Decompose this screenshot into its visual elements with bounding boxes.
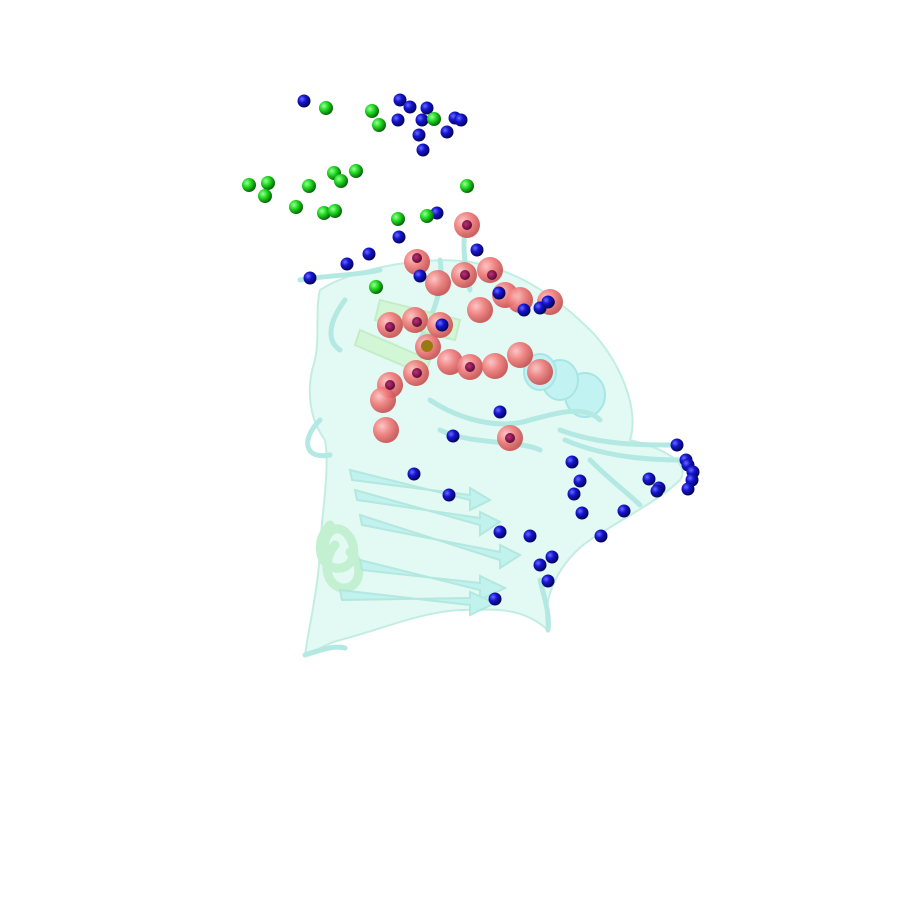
red-atom-sphere bbox=[370, 387, 396, 413]
blue-atom-sphere bbox=[340, 257, 354, 271]
green-atom-sphere bbox=[420, 209, 434, 223]
red-atom-sphere bbox=[482, 353, 508, 379]
red-sphere-cluster bbox=[370, 212, 563, 451]
green-atom-sphere bbox=[319, 101, 333, 115]
green-atom-sphere bbox=[302, 179, 316, 193]
blue-atom-sphere bbox=[446, 429, 460, 443]
red-atom-sphere bbox=[467, 297, 493, 323]
red-atom-sphere bbox=[425, 270, 451, 296]
blue-atom-sphere bbox=[297, 94, 311, 108]
green-atom-sphere bbox=[242, 178, 256, 192]
blue-atom-sphere bbox=[523, 529, 537, 543]
blue-atom-sphere bbox=[470, 243, 484, 257]
magenta-atom-center bbox=[487, 270, 497, 280]
blue-atom-sphere bbox=[517, 303, 531, 317]
blue-atom-sphere bbox=[573, 474, 587, 488]
blue-atom-sphere bbox=[435, 318, 449, 332]
green-atom-sphere bbox=[372, 118, 386, 132]
magenta-atom-center bbox=[462, 220, 472, 230]
green-atom-sphere bbox=[369, 280, 383, 294]
magenta-atom-center bbox=[385, 380, 395, 390]
green-atom-sphere bbox=[258, 189, 272, 203]
green-atom-sphere bbox=[334, 174, 348, 188]
blue-atom-sphere bbox=[362, 247, 376, 261]
blue-atom-sphere bbox=[412, 128, 426, 142]
blue-atom-sphere bbox=[454, 113, 468, 127]
blue-atom-sphere bbox=[617, 504, 631, 518]
blue-atom-sphere bbox=[407, 467, 421, 481]
blue-atom-sphere bbox=[413, 269, 427, 283]
blue-atom-sphere bbox=[642, 472, 656, 486]
blue-atom-sphere bbox=[545, 550, 559, 564]
blue-atom-sphere bbox=[575, 506, 589, 520]
blue-atom-sphere bbox=[416, 143, 430, 157]
green-atom-sphere bbox=[391, 212, 405, 226]
blue-atom-sphere bbox=[493, 405, 507, 419]
blue-atom-sphere bbox=[681, 482, 695, 496]
blue-atom-sphere bbox=[565, 455, 579, 469]
blue-atom-sphere bbox=[403, 100, 417, 114]
red-atom-sphere bbox=[373, 417, 399, 443]
blue-atom-sphere bbox=[393, 93, 407, 107]
green-atom-sphere bbox=[328, 204, 342, 218]
blue-atom-sphere bbox=[541, 295, 555, 309]
blue-atom-sphere bbox=[392, 230, 406, 244]
blue-atom-sphere bbox=[492, 286, 506, 300]
magenta-atom-center bbox=[412, 368, 422, 378]
magenta-atom-center bbox=[465, 362, 475, 372]
red-atom-sphere bbox=[527, 359, 553, 385]
green-atom-sphere bbox=[365, 104, 379, 118]
green-sphere-cluster bbox=[242, 101, 474, 294]
blue-atom-sphere bbox=[541, 574, 555, 588]
green-atom-sphere bbox=[261, 176, 275, 190]
green-atom-sphere bbox=[427, 112, 441, 126]
blue-atom-sphere bbox=[567, 487, 581, 501]
blue-atom-sphere bbox=[440, 125, 454, 139]
green-atom-sphere bbox=[317, 206, 331, 220]
blue-sphere-cluster bbox=[297, 93, 700, 606]
gold-atom-center bbox=[421, 340, 433, 352]
red-atom-sphere bbox=[437, 349, 463, 375]
blue-atom-sphere bbox=[594, 529, 608, 543]
green-atom-sphere bbox=[289, 200, 303, 214]
green-atom-sphere bbox=[460, 179, 474, 193]
red-atom-sphere bbox=[507, 342, 533, 368]
blue-atom-sphere bbox=[493, 525, 507, 539]
protein-cartoon bbox=[297, 227, 684, 658]
magenta-atom-center bbox=[460, 270, 470, 280]
green-atom-sphere bbox=[349, 164, 363, 178]
blue-atom-sphere bbox=[670, 438, 684, 452]
blue-atom-sphere bbox=[533, 558, 547, 572]
magenta-atom-center bbox=[505, 433, 515, 443]
blue-atom-sphere bbox=[420, 101, 434, 115]
blue-atom-sphere bbox=[303, 271, 317, 285]
blue-atom-sphere bbox=[442, 488, 456, 502]
magenta-atom-center bbox=[385, 322, 395, 332]
blue-atom-sphere bbox=[415, 113, 429, 127]
blue-atom-sphere bbox=[650, 484, 664, 498]
magenta-atom-center bbox=[412, 317, 422, 327]
magenta-atom-center bbox=[412, 253, 422, 263]
blue-atom-sphere bbox=[488, 592, 502, 606]
blue-atom-sphere bbox=[391, 113, 405, 127]
